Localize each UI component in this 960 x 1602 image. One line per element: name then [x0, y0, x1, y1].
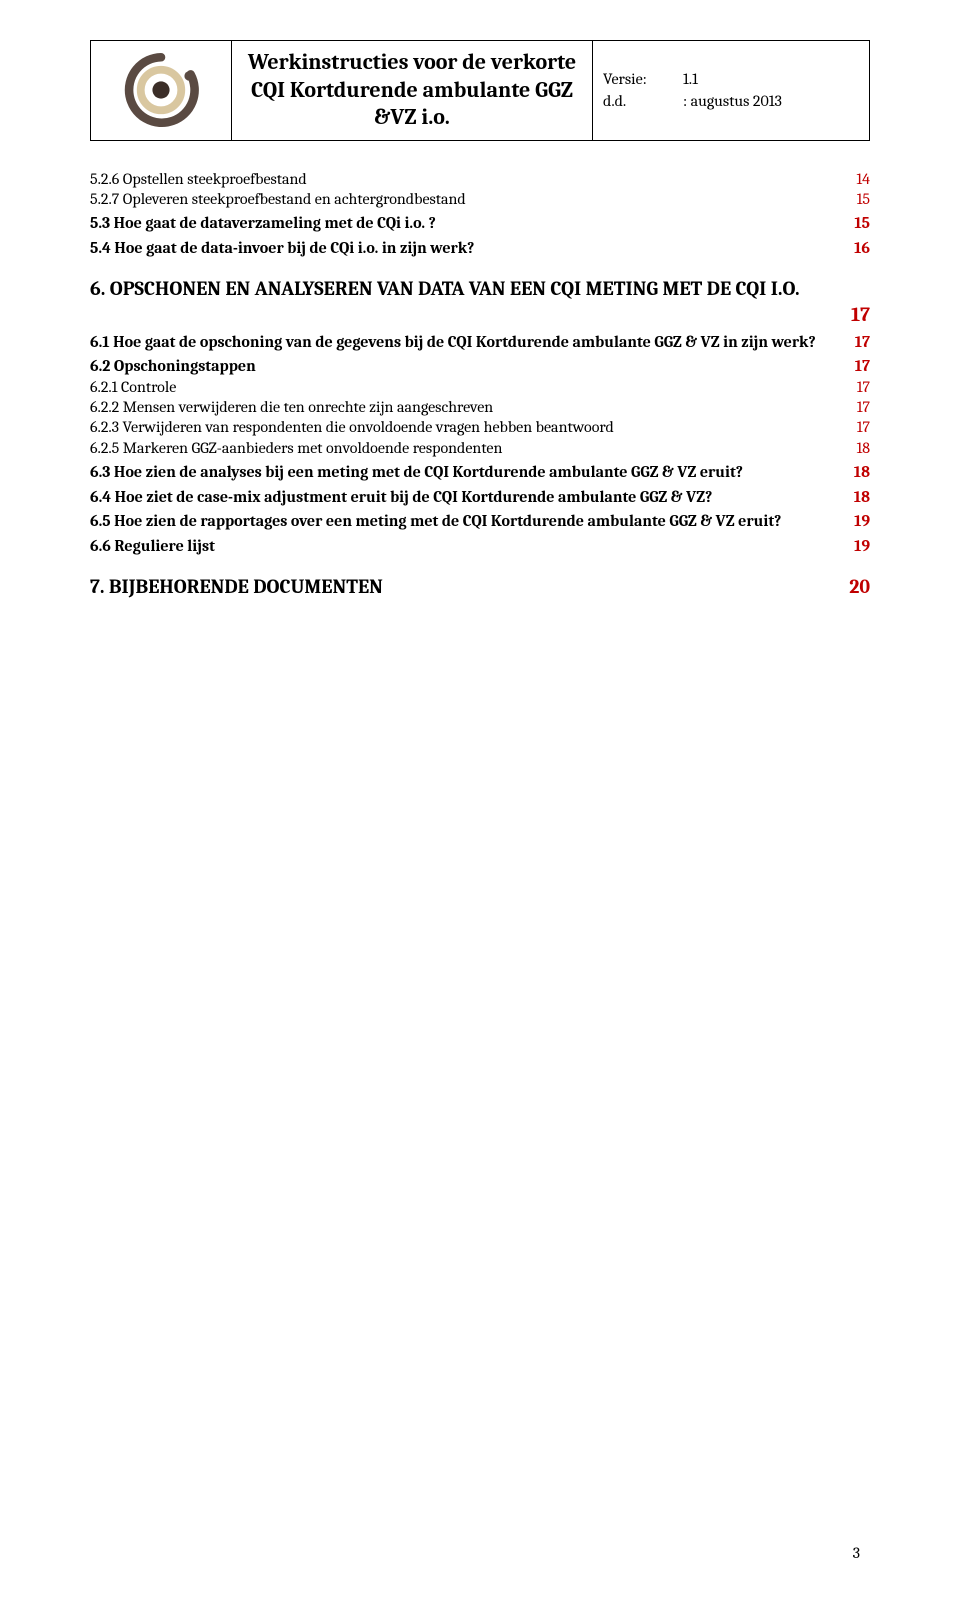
- toc-label: 6.2.2 Mensen verwijderen die ten onrecht…: [90, 397, 830, 417]
- toc-label: 5.2.7 Opleveren steekproefbestand en ach…: [90, 189, 830, 209]
- toc-page: 18: [830, 487, 870, 507]
- toc-page: 20: [830, 574, 870, 600]
- toc-label: 6.5 Hoe zien de rapportages over een met…: [90, 511, 830, 531]
- logo-cell: [91, 41, 232, 141]
- toc-row: 5.2.6 Opstellen steekproefbestand14: [90, 169, 870, 189]
- toc-label: 5.4 Hoe gaat de data-invoer bij de CQi i…: [90, 238, 830, 258]
- toc-label: 6.2.1 Controle: [90, 377, 830, 397]
- toc-page: 19: [830, 536, 870, 556]
- toc-row: 6.6 Reguliere lijst19: [90, 536, 870, 556]
- toc-page: 17: [830, 417, 870, 437]
- toc-gap: [90, 556, 870, 574]
- toc-row: 5.2.7 Opleveren steekproefbestand en ach…: [90, 189, 870, 209]
- toc-label: 6.2 Opschoningstappen: [90, 356, 830, 376]
- toc-row: 6.4 Hoe ziet de case-mix adjustment erui…: [90, 487, 870, 507]
- toc-page: 17: [830, 302, 870, 328]
- table-of-contents: 5.2.6 Opstellen steekproefbestand145.2.7…: [90, 169, 870, 600]
- toc-label-empty: [90, 306, 830, 326]
- toc-page: 17: [830, 377, 870, 397]
- document-page: Werkinstructies voor de verkorte CQI Kor…: [0, 0, 960, 1602]
- toc-page: 17: [830, 332, 870, 352]
- logo-icon: [122, 51, 200, 129]
- toc-row: 6.2.1 Controle17: [90, 377, 870, 397]
- toc-row: 5.3 Hoe gaat de dataverzameling met de C…: [90, 213, 870, 233]
- toc-label: 7. BIJBEHORENDE DOCUMENTEN: [90, 574, 830, 600]
- toc-row: 6.2.2 Mensen verwijderen die ten onrecht…: [90, 397, 870, 417]
- date-label: d.d.: [603, 90, 683, 112]
- toc-page: 17: [830, 397, 870, 417]
- toc-row: 6.5 Hoe zien de rapportages over een met…: [90, 511, 870, 531]
- toc-label: 6.4 Hoe ziet de case-mix adjustment erui…: [90, 487, 830, 507]
- toc-row: 6.1 Hoe gaat de opschoning van de gegeve…: [90, 332, 870, 352]
- toc-page: 16: [830, 238, 870, 258]
- toc-page: 17: [830, 356, 870, 376]
- toc-label: 6.2.3 Verwijderen van respondenten die o…: [90, 417, 830, 437]
- toc-page: 18: [830, 462, 870, 482]
- toc-label: 5.3 Hoe gaat de dataverzameling met de C…: [90, 213, 830, 233]
- toc-row: 6.3 Hoe zien de analyses bij een meting …: [90, 462, 870, 482]
- toc-row: 7. BIJBEHORENDE DOCUMENTEN20: [90, 574, 870, 600]
- toc-page: 15: [830, 213, 870, 233]
- toc-row: 6.2.5 Markeren GGZ-aanbieders met onvold…: [90, 438, 870, 458]
- version-label: Versie:: [603, 68, 683, 90]
- toc-label: 6.3 Hoe zien de analyses bij een meting …: [90, 462, 830, 482]
- toc-gap: [90, 258, 870, 276]
- version-value: 1.1: [683, 68, 698, 90]
- toc-label: 6. OPSCHONEN EN ANALYSEREN VAN DATA VAN …: [90, 276, 830, 302]
- date-value: : augustus 2013: [683, 90, 782, 112]
- header-table: Werkinstructies voor de verkorte CQI Kor…: [90, 40, 870, 141]
- toc-page-spacer: [830, 280, 870, 300]
- toc-label: 6.6 Reguliere lijst: [90, 536, 830, 556]
- toc-row: 6.2.3 Verwijderen van respondenten die o…: [90, 417, 870, 437]
- toc-page: 14: [830, 169, 870, 189]
- toc-page: 18: [830, 438, 870, 458]
- header-meta: Versie: 1.1 d.d. : augustus 2013: [593, 41, 870, 141]
- toc-page: 15: [830, 189, 870, 209]
- toc-row: 5.4 Hoe gaat de data-invoer bij de CQi i…: [90, 238, 870, 258]
- toc-row: 6.2 Opschoningstappen17: [90, 356, 870, 376]
- header-title: Werkinstructies voor de verkorte CQI Kor…: [232, 41, 593, 141]
- toc-page: 19: [830, 511, 870, 531]
- toc-label: 6.2.5 Markeren GGZ-aanbieders met onvold…: [90, 438, 830, 458]
- toc-row: 6. OPSCHONEN EN ANALYSEREN VAN DATA VAN …: [90, 276, 870, 327]
- page-number: 3: [853, 1544, 860, 1562]
- toc-label: 6.1 Hoe gaat de opschoning van de gegeve…: [90, 332, 830, 352]
- toc-label: 5.2.6 Opstellen steekproefbestand: [90, 169, 830, 189]
